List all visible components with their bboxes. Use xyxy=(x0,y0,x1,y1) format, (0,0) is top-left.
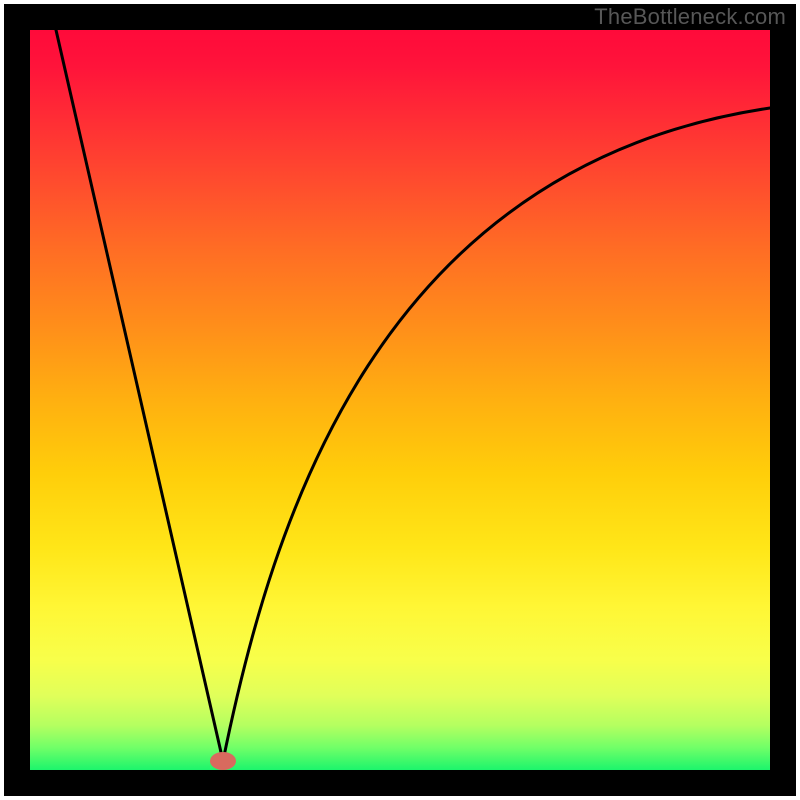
optimal-point-marker xyxy=(210,752,236,770)
bottleneck-chart xyxy=(0,0,800,800)
chart-container: TheBottleneck.com xyxy=(0,0,800,800)
watermark-text: TheBottleneck.com xyxy=(594,4,786,30)
